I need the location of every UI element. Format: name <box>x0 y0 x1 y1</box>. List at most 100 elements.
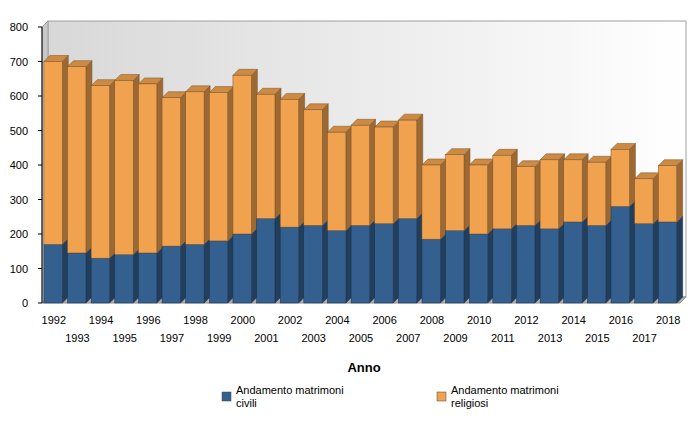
x-tick-label: 1994 <box>89 314 113 326</box>
y-tick-label: 500 <box>10 125 28 137</box>
bar-top <box>44 56 68 62</box>
bar-side <box>677 160 683 222</box>
y-tick-label: 600 <box>10 90 28 102</box>
x-tick-label: 1992 <box>42 314 66 326</box>
x-tick-label: 1997 <box>160 332 184 344</box>
y-tick <box>38 96 42 97</box>
bar-side <box>677 216 683 303</box>
bar <box>564 222 582 303</box>
y-tick <box>38 27 42 28</box>
bar <box>304 110 322 226</box>
y-tick-label: 400 <box>10 159 28 171</box>
bar <box>209 93 227 241</box>
bar <box>68 67 86 253</box>
bar <box>351 125 369 225</box>
bar <box>446 155 464 231</box>
y-tick <box>38 303 42 304</box>
y-tick <box>38 199 42 200</box>
bar-top <box>493 149 517 155</box>
bar <box>398 120 416 218</box>
bar <box>44 62 62 245</box>
bar <box>493 229 511 303</box>
bar <box>233 234 251 303</box>
x-tick-label: 2017 <box>632 332 656 344</box>
bar <box>115 80 133 254</box>
bar-top <box>611 143 635 149</box>
bar-top <box>469 159 493 165</box>
bar-top <box>162 92 186 98</box>
bar <box>422 165 440 239</box>
bar <box>115 255 133 303</box>
legend-label: Andamento matrimonicivili <box>236 384 344 409</box>
y-tick-label: 300 <box>10 194 28 206</box>
bar <box>469 234 487 303</box>
x-tick-label: 1995 <box>112 332 136 344</box>
bar-top <box>351 119 375 125</box>
y-tick-label: 800 <box>10 21 28 33</box>
x-tick-label: 2001 <box>254 332 278 344</box>
x-tick-label: 2014 <box>561 314 585 326</box>
bar <box>327 231 345 303</box>
bar-top <box>115 74 139 80</box>
bar <box>635 224 653 303</box>
bar <box>327 132 345 230</box>
bar <box>91 258 109 303</box>
bars <box>44 56 683 304</box>
bar <box>186 244 204 303</box>
bar <box>540 229 558 303</box>
x-tick-label: 2015 <box>585 332 609 344</box>
bar-top <box>327 126 351 132</box>
x-axis-title: Anno <box>347 360 380 375</box>
x-tick-label: 2016 <box>609 314 633 326</box>
bar <box>398 218 416 303</box>
bar-top <box>635 173 659 179</box>
bar <box>611 206 629 303</box>
y-tick <box>38 234 42 235</box>
bar <box>587 162 605 225</box>
bar <box>186 92 204 244</box>
bar-top <box>209 87 233 93</box>
x-tick-label: 1998 <box>183 314 207 326</box>
bar-top <box>91 80 115 86</box>
bar <box>138 253 156 303</box>
x-tick-label: 2008 <box>420 314 444 326</box>
bar <box>257 94 275 218</box>
bar-top <box>446 149 470 155</box>
bar-top <box>68 61 92 67</box>
x-tick-label: 2012 <box>514 314 538 326</box>
x-tick-label: 2004 <box>325 314 349 326</box>
x-tick-label: 2009 <box>443 332 467 344</box>
bar <box>280 227 298 303</box>
x-tick-label: 2003 <box>301 332 325 344</box>
bar <box>446 231 464 303</box>
bar-top <box>186 86 210 92</box>
bar <box>611 149 629 206</box>
bar-top <box>257 88 281 94</box>
x-tick-label: 2000 <box>231 314 255 326</box>
bar <box>351 225 369 303</box>
y-tick <box>38 165 42 166</box>
legend-swatch <box>437 392 446 401</box>
bar <box>422 239 440 303</box>
bar <box>375 127 393 224</box>
bar <box>564 160 582 222</box>
bar <box>68 253 86 303</box>
x-tick-label: 2005 <box>349 332 373 344</box>
bar-top <box>516 161 540 167</box>
bar-top <box>540 154 564 160</box>
x-tick-label: 2007 <box>396 332 420 344</box>
x-tick-label: 2011 <box>491 332 515 344</box>
bar <box>44 244 62 303</box>
bar <box>162 98 180 246</box>
bar <box>233 75 251 234</box>
y-tick-label: 200 <box>10 228 28 240</box>
bar <box>257 218 275 303</box>
bar-top <box>304 104 328 110</box>
bar <box>658 222 676 303</box>
bar <box>658 166 676 222</box>
y-tick-label: 0 <box>22 297 28 309</box>
bar <box>516 225 534 303</box>
bar <box>209 241 227 303</box>
bar-top <box>280 93 304 99</box>
legend-swatch <box>222 392 231 401</box>
